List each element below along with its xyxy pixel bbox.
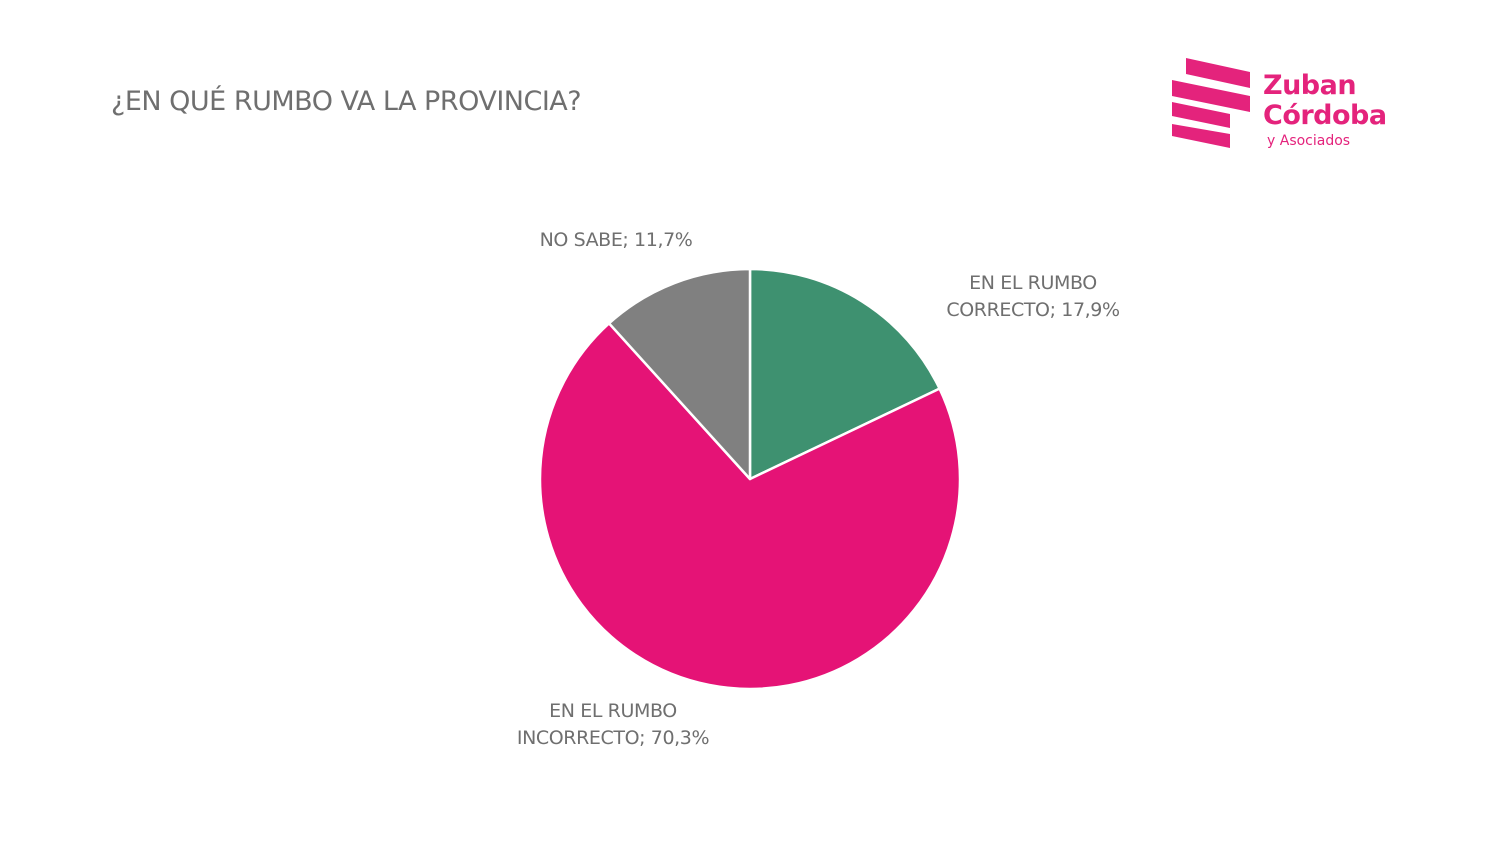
- logo-name-line2: Córdoba: [1263, 100, 1387, 131]
- slice-label-line: INCORRECTO; 70,3%: [517, 727, 709, 749]
- slice-label-line: CORRECTO; 17,9%: [946, 299, 1119, 321]
- pie-slice-0: [748, 267, 941, 481]
- slice-label-2: NO SABE; 11,7%: [540, 229, 693, 251]
- slice-label-line: EN EL RUMBO: [549, 700, 677, 722]
- pie-slice-1: [538, 322, 962, 691]
- page-title: ¿EN QUÉ RUMBO VA LA PROVINCIA?: [111, 86, 582, 117]
- pie-slice-2: [607, 267, 752, 481]
- logo-mark-icon: [1172, 58, 1250, 148]
- slice-label-0: EN EL RUMBO CORRECTO; 17,9%: [946, 272, 1119, 321]
- brand-logo: Zuban Córdoba y Asociados: [1166, 58, 1396, 158]
- logo-name-line1: Zuban: [1263, 70, 1357, 101]
- logo-subtitle: y Asociados: [1267, 133, 1351, 149]
- slice-label-line: EN EL RUMBO: [969, 272, 1097, 294]
- slice-label-line: NO SABE; 11,7%: [540, 229, 693, 251]
- slice-label-1: EN EL RUMBO INCORRECTO; 70,3%: [517, 700, 709, 749]
